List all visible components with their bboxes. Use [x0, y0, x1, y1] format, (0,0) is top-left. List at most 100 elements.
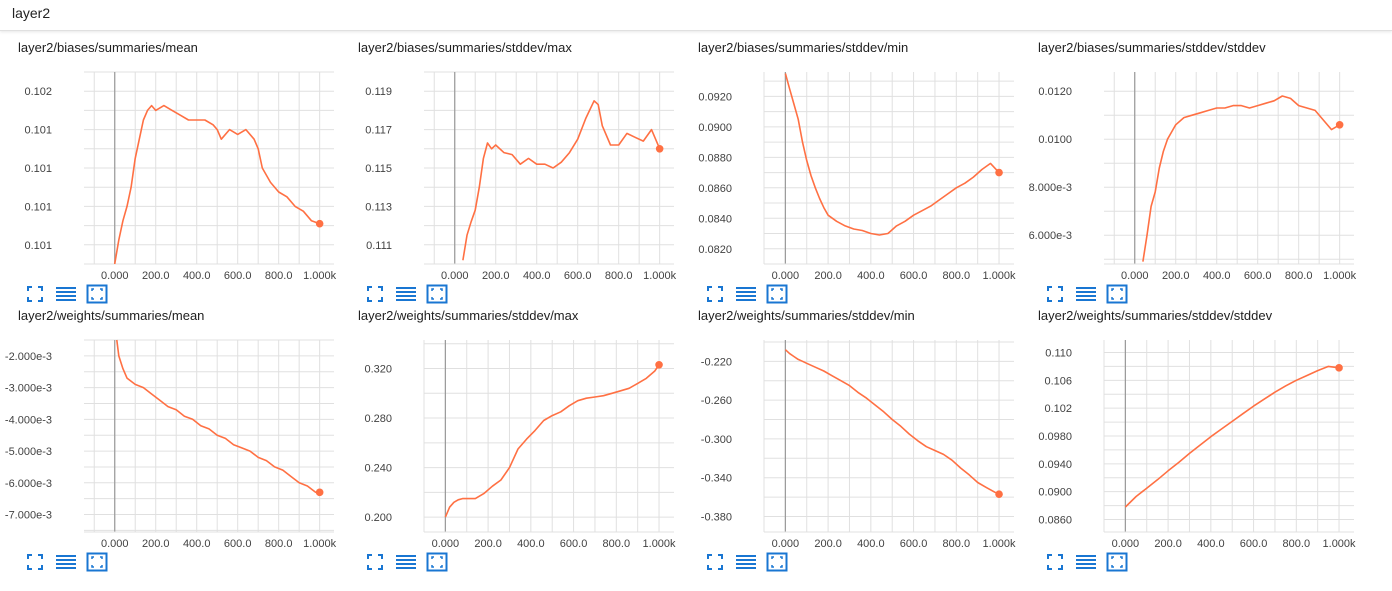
chart-title: layer2/biases/summaries/stddev/stddev: [1038, 40, 1266, 55]
fit-domain-button[interactable]: [1106, 552, 1128, 572]
chart-title: layer2/weights/summaries/mean: [18, 308, 205, 323]
x-tick-label: 200.0: [474, 538, 502, 550]
y-tick-label: 0.0940: [1038, 459, 1072, 471]
x-tick-label: 200.0: [142, 270, 170, 282]
fit-domain-button[interactable]: [426, 552, 448, 572]
line-chart[interactable]: 0.000 200.0 400.0 600.0 800.0 1.000k 0.101 0.10…: [0, 58, 338, 284]
toggle-y-axis-log-button[interactable]: [1075, 552, 1097, 572]
x-tick-label: 600.0: [560, 538, 588, 550]
fit-domain-button[interactable]: [86, 284, 108, 304]
y-tick-label: 0.320: [364, 363, 392, 375]
toggle-y-axis-log-button[interactable]: [735, 284, 757, 304]
fit-domain-icon: [766, 552, 788, 572]
expand-icon: [707, 554, 723, 570]
x-tick-label: 800.0: [603, 538, 631, 550]
y-tick-label: -0.340: [701, 473, 732, 485]
chart-title: layer2/weights/summaries/stddev/min: [698, 308, 915, 323]
chart-card: layer2/biases/summaries/stddev/max 0.000 2…: [340, 40, 680, 308]
toggle-y-axis-log-button[interactable]: [395, 552, 417, 572]
y-tick-label: 0.0880: [698, 152, 732, 164]
x-tick-label: 600.0: [900, 538, 928, 550]
y-tick-label: 0.0900: [1038, 487, 1072, 499]
line-chart[interactable]: 0.000 200.0 400.0 600.0 800.0 1.000k -7.000e-3…: [0, 326, 338, 552]
x-tick-label: 800.0: [605, 270, 633, 282]
expand-button[interactable]: [1045, 552, 1067, 572]
series-line: [1124, 365, 1340, 508]
x-tick-label: 600.0: [564, 270, 592, 282]
x-tick-label: 200.0: [1162, 270, 1190, 282]
toggle-y-axis-log-button[interactable]: [55, 284, 77, 304]
y-tick-label: -0.220: [701, 356, 732, 368]
fit-domain-icon: [1106, 284, 1128, 304]
y-tick-label: 0.0860: [698, 183, 732, 195]
x-tick-label: 200.0: [482, 270, 510, 282]
x-tick-label: 0.000: [1121, 270, 1149, 282]
x-tick-label: 800.0: [1283, 538, 1311, 550]
expand-button[interactable]: [25, 552, 47, 572]
expand-icon: [367, 554, 383, 570]
line-chart[interactable]: 0.000 200.0 400.0 600.0 800.0 1.000k -0.380 -0.…: [680, 326, 1018, 552]
last-point-marker: [995, 490, 1003, 498]
y-tick-label: 0.119: [365, 86, 392, 98]
y-tick-label: 0.200: [364, 512, 392, 524]
expand-button[interactable]: [1045, 284, 1067, 304]
chart-title: layer2/biases/summaries/stddev/max: [358, 40, 572, 55]
expand-button[interactable]: [705, 552, 727, 572]
toggle-lines-icon: [736, 555, 756, 569]
line-chart[interactable]: 0.000 200.0 400.0 600.0 800.0 1.000k 6.000e-3 8…: [1020, 58, 1358, 284]
expand-button[interactable]: [705, 284, 727, 304]
chart-card: layer2/weights/summaries/stddev/stddev 0.…: [1020, 308, 1360, 576]
fit-domain-button[interactable]: [426, 284, 448, 304]
expand-button[interactable]: [25, 284, 47, 304]
fit-domain-button[interactable]: [766, 284, 788, 304]
y-tick-label: 0.0920: [698, 91, 732, 103]
x-tick-label: 400.0: [183, 270, 211, 282]
fit-domain-icon: [86, 284, 108, 304]
chart-card: layer2/biases/summaries/mean 0.000 200.0 40…: [0, 40, 340, 308]
x-tick-label: 400.0: [857, 270, 885, 282]
expand-icon: [27, 554, 43, 570]
x-tick-label: 0.000: [432, 538, 460, 550]
x-tick-label: 600.0: [1244, 270, 1272, 282]
chart-title: layer2/biases/summaries/mean: [18, 40, 198, 55]
expand-icon: [707, 286, 723, 302]
group-title: layer2: [12, 5, 51, 21]
series-line: [784, 73, 1000, 236]
expand-icon: [1047, 554, 1063, 570]
y-tick-label: -0.380: [701, 511, 732, 523]
x-tick-label: 0.000: [101, 538, 129, 550]
y-tick-label: 0.280: [364, 413, 392, 425]
line-chart[interactable]: 0.000 200.0 400.0 600.0 800.0 1.000k 0.111 0.11…: [340, 58, 678, 284]
chart-card: layer2/weights/summaries/stddev/min 0.000…: [680, 308, 1020, 576]
x-tick-label: 0.000: [772, 538, 800, 550]
toggle-y-axis-log-button[interactable]: [735, 552, 757, 572]
expand-button[interactable]: [365, 284, 387, 304]
line-chart[interactable]: 0.000 200.0 400.0 600.0 800.0 1.000k 0.0820 0.0…: [680, 58, 1018, 284]
y-tick-label: 0.115: [365, 163, 392, 175]
chart-card: layer2/weights/summaries/stddev/max 0.000…: [340, 308, 680, 576]
expand-icon: [367, 286, 383, 302]
toggle-lines-icon: [56, 287, 76, 301]
x-tick-label: 200.0: [814, 270, 842, 282]
fit-domain-button[interactable]: [86, 552, 108, 572]
last-point-marker: [655, 145, 664, 153]
y-tick-label: 0.117: [365, 125, 392, 137]
fit-domain-button[interactable]: [766, 552, 788, 572]
toggle-y-axis-log-button[interactable]: [55, 552, 77, 572]
last-point-marker: [655, 360, 663, 369]
y-tick-label: 0.113: [365, 201, 392, 213]
group-header[interactable]: layer2: [0, 0, 1392, 31]
series-line: [1142, 95, 1341, 262]
expand-button[interactable]: [365, 552, 387, 572]
y-tick-label: 0.101: [24, 163, 52, 175]
y-tick-label: -3.000e-3: [5, 383, 52, 395]
x-tick-label: 600.0: [224, 270, 252, 282]
x-tick-label: 400.0: [517, 538, 545, 550]
series-line: [116, 339, 320, 494]
toggle-y-axis-log-button[interactable]: [1075, 284, 1097, 304]
line-chart[interactable]: 0.000 200.0 400.0 600.0 800.0 1.000k 0.200 0.24…: [340, 326, 678, 552]
toggle-y-axis-log-button[interactable]: [395, 284, 417, 304]
line-chart[interactable]: 0.000 200.0 400.0 600.0 800.0 1.000k 0.0860 0.0…: [1020, 326, 1358, 552]
x-tick-label: 400.0: [523, 270, 551, 282]
fit-domain-button[interactable]: [1106, 284, 1128, 304]
